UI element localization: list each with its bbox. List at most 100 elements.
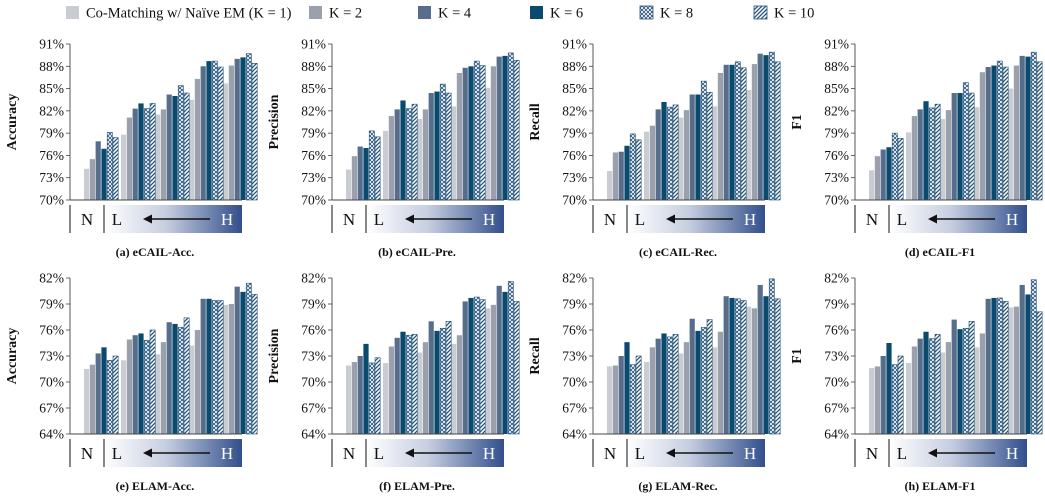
arrow-head [143,448,152,458]
bar [624,145,630,200]
bar [911,116,917,200]
bar [357,356,363,434]
legend-swatch [753,5,768,20]
bar [177,327,184,435]
bar [1019,55,1025,200]
panel-caption: (e) ELAM-Acc. [115,479,195,493]
bar [906,362,912,434]
bar [194,330,200,434]
bar [940,119,946,200]
bar [473,296,480,435]
chart-panel: 70% 73% 76% 79% 82% 85% 88% 91% Recall N L H [528,37,781,233]
bar [400,100,406,200]
band-label-high: H [221,210,233,229]
bar [774,298,781,435]
panel-caption: (h) ELAM-F1 [904,479,976,493]
y-tick-label: 64% [824,427,849,442]
bar [445,321,452,435]
bar [700,327,707,435]
y-tick-label: 73% [39,170,64,185]
y-tick-label: 85% [824,81,849,96]
bar [612,365,618,434]
bar [513,60,520,201]
y-tick-label: 70% [824,375,849,390]
y-tick-label: 76% [301,323,326,338]
y-tick-label: 73% [824,170,849,185]
bar [911,346,917,434]
bar [121,134,127,200]
chart-panel: 70% 73% 76% 79% 82% 85% 88% 91% F1 N L H [790,37,1043,233]
bar [917,109,923,200]
bar [923,331,929,434]
bar [194,78,200,200]
bar [751,64,757,200]
bar [629,133,636,201]
y-tick-label: 88% [562,59,587,74]
bar [189,99,195,200]
bar [451,106,457,200]
bar [957,93,963,200]
bar [618,151,624,200]
bar [234,286,240,434]
bar [388,346,394,434]
band-label-none: N [343,444,355,463]
bar [405,334,412,435]
bar [996,297,1003,435]
bar [502,291,508,434]
bar [417,119,423,200]
bar [880,149,886,200]
bar [689,318,695,434]
bar [672,104,679,201]
y-tick-label: 76% [824,148,849,163]
band-label-none: N [604,210,616,229]
panel-caption: (c) eCAIL-Rec. [639,245,717,259]
y-tick-label: 76% [824,323,849,338]
bar [394,109,400,200]
bar [490,304,496,434]
bar [678,117,684,200]
y-axis-label: Precision [267,328,282,383]
bar [183,317,190,435]
y-tick-label: 91% [562,37,587,52]
y-tick-label: 82% [39,103,64,118]
bar [422,109,428,200]
bar [945,342,951,434]
bar [240,57,246,200]
bar [200,298,206,434]
y-tick-label: 64% [301,427,326,442]
y-tick-label: 91% [824,37,849,52]
bar [155,354,161,434]
bar [155,114,161,200]
bar [138,103,144,200]
bar [217,66,224,201]
y-tick-label: 85% [562,81,587,96]
bar [1019,284,1025,434]
bar [189,345,195,434]
bar [934,103,941,201]
y-tick-label: 82% [301,103,326,118]
chart-panel: 64% 67% 70% 73% 76% 79% 82% Precision N L H [267,271,520,467]
legend-label: K = 4 [438,6,472,22]
bar [95,353,101,434]
y-tick-label: 88% [301,59,326,74]
bar [143,340,150,435]
bar [672,334,679,435]
bar [183,92,190,201]
y-tick-label: 79% [39,297,64,312]
bar [607,366,613,434]
chart-panel: 64% 67% 70% 73% 76% 79% 82% F1 N L H [790,271,1043,467]
band-label-high: H [744,444,756,463]
arrow-head [666,448,675,458]
y-tick-label: 67% [824,401,849,416]
bar [211,300,218,435]
y-tick-label: 79% [301,126,326,141]
y-tick-label: 73% [824,349,849,364]
bar [934,334,941,435]
bar [394,337,400,434]
bar [346,169,352,200]
band-label-high: H [483,444,495,463]
y-tick-label: 67% [39,401,64,416]
y-tick-label: 76% [301,148,326,163]
y-tick-label: 70% [301,193,326,208]
y-tick-label: 70% [39,375,64,390]
